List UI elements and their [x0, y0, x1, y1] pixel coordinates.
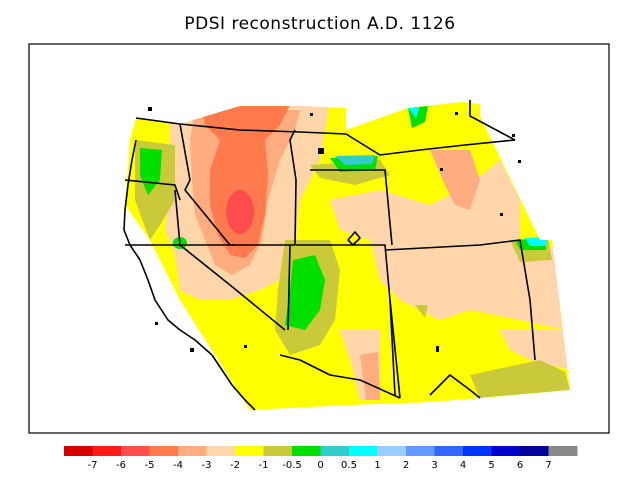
border-nv-ut [287, 244, 291, 331]
legend-tick-label: 7 [545, 460, 551, 471]
legend-tick-label: 0 [317, 460, 323, 471]
field-region-green-central [285, 255, 325, 330]
legend-tick-label: 3 [431, 460, 437, 471]
small-features [148, 107, 521, 352]
legend-swatch [64, 446, 93, 456]
border-mt-wy [310, 169, 393, 246]
legend-tick-label: 4 [460, 460, 466, 471]
coastline-baja [211, 354, 256, 411]
border-ca-nv [174, 189, 286, 331]
legend-tick-label: 1 [374, 460, 380, 471]
legend-swatch [491, 446, 521, 456]
legend-swatch [178, 446, 207, 456]
legend-tick-label: -7 [88, 460, 98, 471]
lake-great-salt [347, 231, 361, 246]
legend-swatch [463, 446, 492, 456]
border-nm-tx [429, 374, 481, 399]
legend-tick-label: -0.5 [282, 460, 302, 471]
legend-tick-label: -1 [259, 460, 269, 471]
legend-swatch [121, 446, 150, 456]
legend-swatch [320, 446, 350, 456]
border-idaho [179, 123, 297, 246]
legend-swatch [92, 446, 122, 456]
border-ut-co [296, 244, 396, 396]
border-canada-us-east [345, 133, 516, 156]
legend-swatch [434, 446, 464, 456]
border-wy-co [384, 239, 536, 361]
border-north-dakota [469, 100, 516, 141]
field-region-salmon-dark-s [360, 352, 380, 400]
legend-swatch [406, 446, 435, 456]
legend-tick-label: -4 [173, 460, 183, 471]
legend-tick-label: -5 [145, 460, 155, 471]
legend-tick-label: -6 [116, 460, 126, 471]
field-region-red-core [226, 190, 254, 234]
legend-swatch [548, 446, 578, 456]
legend-swatch [149, 446, 179, 456]
pdsi-field [125, 102, 570, 410]
map-title: PDSI reconstruction A.D. 1126 [184, 14, 456, 34]
legend-swatch [520, 446, 549, 456]
color-legend: -7 -6 -5 -4 -3 -2 -1 -0.5 0 0.5 1 2 3 4 5 6 7 [64, 446, 578, 471]
boundary-lines [123, 100, 536, 411]
legend-swatch [292, 446, 321, 456]
legend-swatch [263, 446, 293, 456]
field-region-cyan-nne [408, 106, 420, 118]
border-az-mexico [279, 354, 401, 399]
legend-swatch [206, 446, 236, 456]
legend-tick-label: -2 [230, 460, 240, 471]
coastline-pacific [123, 139, 213, 356]
legend-tick-label: 5 [488, 460, 494, 471]
field-region-orange [200, 105, 290, 258]
field-region-cyan-ne [335, 155, 375, 165]
field-region-salmon-dark-ne [430, 150, 480, 210]
legend-tick-label: 0.5 [341, 460, 357, 471]
border-or-wa [124, 179, 181, 201]
legend-swatch [235, 446, 264, 456]
border-az-nm [389, 299, 401, 399]
legend-tick-label: 2 [403, 460, 409, 471]
legend-tick-label: -3 [202, 460, 212, 471]
field-region-salmon-east [500, 330, 570, 370]
legend-tick-label: 6 [517, 460, 523, 471]
legend-swatch [377, 446, 407, 456]
border-canada-us [135, 117, 347, 135]
field-region-olive-blob [415, 305, 428, 318]
field-region-olive-se [470, 360, 570, 398]
map-frame [28, 43, 610, 434]
legend-swatch [349, 446, 378, 456]
